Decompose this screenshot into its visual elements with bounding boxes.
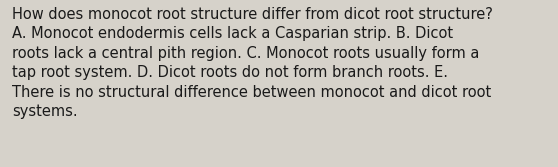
Text: How does monocot root structure differ from dicot root structure?
A. Monocot end: How does monocot root structure differ f… [12, 7, 493, 119]
